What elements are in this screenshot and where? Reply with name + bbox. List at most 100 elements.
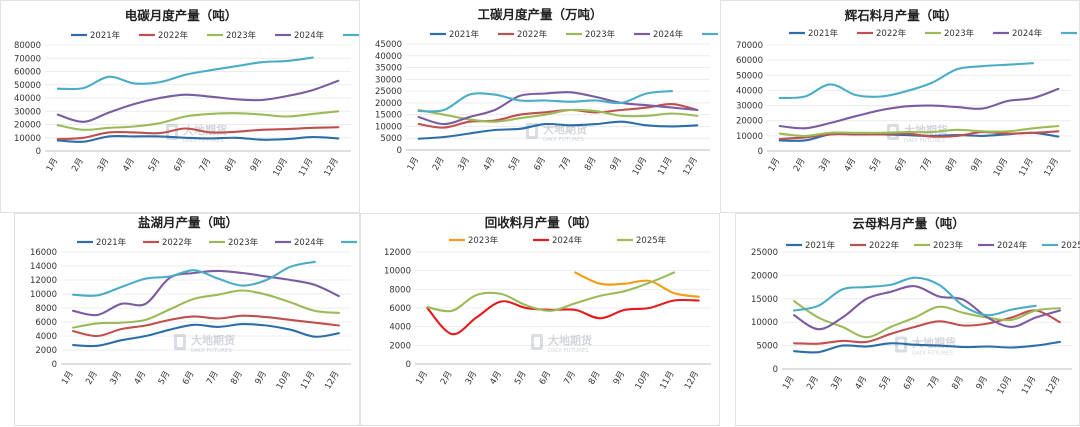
- y-tick-label: 4000: [35, 332, 57, 342]
- x-tick-label: 6月: [902, 375, 918, 392]
- chart-title: 盐湖月产量（吨）: [138, 215, 238, 230]
- x-tick-label: 3月: [464, 370, 480, 387]
- x-tick-label: 4月: [854, 375, 870, 392]
- chart-panel-pyroxene: 辉石料月产量（吨）2021年2022年2023年2024年2025年010000…: [720, 0, 1080, 213]
- x-tick-label: 4月: [121, 157, 137, 174]
- series-line: [56, 56, 314, 91]
- x-tick-label: 11月: [299, 370, 317, 392]
- watermark-text-cn: 大地期货: [912, 336, 956, 350]
- y-tick-label: 10000: [14, 134, 41, 144]
- x-tick-label: 1月: [767, 157, 783, 174]
- legend-label: 2024年: [552, 235, 583, 246]
- x-tick-label: 3月: [456, 156, 472, 173]
- legend-label: 2023年: [226, 30, 257, 41]
- series-line: [56, 134, 340, 143]
- y-tick-label: 45000: [375, 40, 402, 50]
- series-line: [426, 298, 700, 336]
- series-line: [793, 276, 1037, 317]
- watermark-logo-inner: [529, 126, 535, 136]
- watermark-text-en: DADI FUTURES: [543, 137, 584, 143]
- x-tick-label: 9月: [253, 370, 269, 387]
- y-tick-label: 0: [36, 147, 41, 157]
- legend-label: 2024年: [1012, 28, 1043, 39]
- x-tick-label: 9月: [612, 370, 628, 387]
- chart-svg-pyroxene: 辉石料月产量（吨）2021年2022年2023年2024年2025年010000…: [736, 8, 1077, 179]
- x-tick-label: 11月: [658, 370, 676, 392]
- series-line: [778, 124, 1060, 137]
- x-tick-label: 8月: [583, 156, 599, 173]
- legend-label: 2021年: [808, 28, 839, 39]
- watermark-text-cn: 大地期货: [183, 123, 227, 137]
- y-tick-label: 14000: [30, 262, 57, 272]
- series-line: [778, 62, 1035, 100]
- x-tick-label: 6月: [532, 156, 548, 173]
- series-line: [56, 110, 340, 131]
- x-tick-label: 8月: [229, 370, 245, 387]
- chart-title: 电碳月度产量（吨）: [125, 8, 238, 23]
- x-tick-label: 1月: [414, 370, 430, 387]
- watermark-text-en: DADI FUTURES: [183, 138, 224, 144]
- x-tick-label: 4月: [843, 157, 859, 174]
- chart-svg-recycled: 回收料月产量（吨） 2023年 2024年 2025年 0 2000 4000 6000 800…: [384, 215, 711, 392]
- chart-title: 辉石料月产量（吨）: [845, 8, 958, 23]
- y-tick-label: 20000: [14, 121, 41, 131]
- series-line: [56, 126, 340, 141]
- y-tick-label: 30000: [375, 75, 402, 85]
- x-tick-label: 2月: [805, 375, 821, 392]
- watermark-text-en: DADI FUTURES: [548, 348, 589, 354]
- y-tick-label: 70000: [14, 54, 41, 64]
- series-line: [793, 340, 1061, 354]
- chart-panel-salt-lake: 盐湖月产量（吨）2021年2022年2023年2024年2025年0200040…: [14, 213, 361, 426]
- y-tick-label: 6000: [35, 318, 57, 328]
- x-tick-label: 6月: [538, 370, 554, 387]
- y-tick-label: 10000: [30, 290, 57, 300]
- legend-label: 2024年: [653, 29, 684, 40]
- y-tick-label: 0: [758, 147, 763, 157]
- x-tick-label: 10月: [996, 375, 1014, 397]
- series-line: [793, 300, 1061, 339]
- chart-title: 云母料月产量（吨）: [852, 216, 965, 231]
- x-tick-label: 12月: [1043, 157, 1061, 179]
- x-tick-label: 1月: [406, 156, 422, 173]
- y-tick-label: 12000: [30, 276, 57, 286]
- series-line: [72, 314, 340, 338]
- y-tick-label: 40000: [375, 52, 402, 62]
- x-tick-label: 11月: [656, 156, 674, 178]
- watermark-text-en: DADI FUTURES: [191, 348, 232, 354]
- legend-label: 2021年: [90, 30, 121, 41]
- y-tick-label: 8000: [35, 304, 57, 314]
- series-line: [417, 120, 699, 140]
- x-tick-label: 10月: [631, 156, 649, 178]
- series-line: [793, 309, 1061, 345]
- x-tick-label: 5月: [878, 375, 894, 392]
- watermark-logo-inner: [177, 337, 183, 347]
- x-tick-label: 12月: [682, 156, 700, 178]
- x-tick-label: 9月: [974, 375, 990, 392]
- y-tick-label: 2000: [35, 346, 57, 356]
- x-tick-label: 9月: [969, 157, 985, 174]
- x-tick-label: 10月: [272, 157, 290, 179]
- x-tick-label: 5月: [157, 370, 173, 387]
- x-tick-label: 7月: [558, 156, 574, 173]
- y-tick-label: 5000: [380, 134, 402, 144]
- legend-label: 2024年: [997, 240, 1028, 251]
- y-tick-label: 70000: [736, 41, 763, 51]
- y-tick-label: 40000: [14, 94, 41, 104]
- y-tick-label: 20000: [751, 271, 778, 281]
- y-tick-label: 10000: [375, 122, 402, 132]
- series-line: [417, 103, 699, 129]
- y-tick-label: 15000: [375, 111, 402, 121]
- legend-label: 2023年: [228, 237, 259, 248]
- x-tick-label: 8月: [587, 370, 603, 387]
- x-tick-label: 10月: [634, 370, 652, 392]
- x-tick-label: 10月: [992, 157, 1010, 179]
- y-tick-label: 10000: [736, 132, 763, 142]
- series-line: [793, 285, 1061, 331]
- series-line: [417, 91, 699, 126]
- x-tick-label: 8月: [944, 157, 960, 174]
- y-tick-label: 2000: [389, 341, 411, 351]
- watermark-text-en: DADI FUTURES: [912, 351, 953, 357]
- x-tick-label: 4月: [482, 156, 498, 173]
